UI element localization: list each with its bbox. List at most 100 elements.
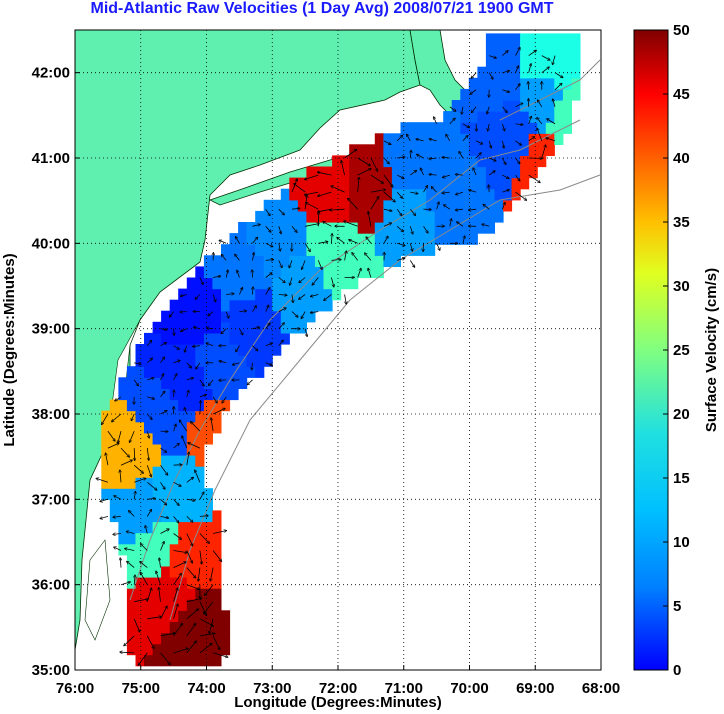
- velocity-arrow: [318, 191, 332, 196]
- velocity-cell: [400, 233, 410, 245]
- velocity-cell: [178, 410, 188, 423]
- velocity-cell: [238, 233, 248, 245]
- velocity-cell: [118, 399, 128, 412]
- velocity-arrow: [383, 140, 391, 144]
- velocity-cell: [178, 321, 188, 334]
- velocity-cell: [494, 177, 504, 190]
- velocity-cell: [169, 355, 179, 367]
- velocity-arrow: [456, 174, 463, 175]
- velocity-cell: [186, 510, 196, 523]
- velocity-cell: [152, 366, 162, 378]
- colorbar: [633, 29, 669, 671]
- velocity-cell: [443, 111, 453, 123]
- velocity-cell: [152, 632, 162, 645]
- velocity-arrow: [305, 224, 319, 227]
- velocity-cell: [391, 144, 401, 156]
- velocity-arrow: [473, 168, 477, 176]
- velocity-cell: [485, 166, 495, 179]
- velocity-cell: [186, 277, 196, 290]
- velocity-arrow: [541, 55, 550, 60]
- y-tick-label: 39:00: [32, 321, 70, 338]
- velocity-cell: [494, 166, 504, 179]
- velocity-cell: [169, 466, 179, 478]
- velocity-cell: [118, 421, 128, 434]
- velocity-cell: [161, 565, 171, 578]
- velocity-cell: [306, 166, 316, 179]
- velocity-cell: [485, 77, 495, 90]
- velocity-cell: [477, 210, 487, 223]
- velocity-cell: [409, 133, 419, 145]
- velocity-cell: [272, 344, 282, 356]
- velocity-cell: [545, 144, 555, 156]
- velocity-cell: [161, 621, 171, 634]
- velocity-arrow: [173, 444, 179, 449]
- velocity-arrow: [159, 558, 160, 568]
- velocity-cell: [229, 299, 239, 312]
- velocity-arrow: [199, 533, 209, 544]
- velocity-arrow: [173, 499, 179, 505]
- velocity-arrow: [184, 408, 188, 415]
- velocity-cell: [477, 111, 487, 123]
- velocity-cell: [280, 277, 290, 290]
- velocity-cell: [229, 377, 239, 389]
- velocity-cell: [366, 188, 376, 201]
- velocity-cell: [161, 510, 171, 523]
- velocity-cell: [409, 177, 419, 190]
- velocity-cell: [272, 244, 282, 256]
- velocity-cell: [186, 421, 196, 434]
- velocity-arrow: [471, 72, 477, 78]
- velocity-cell: [443, 122, 453, 134]
- velocity-cell: [297, 277, 307, 290]
- velocity-cell: [126, 577, 136, 589]
- velocity-cell: [366, 210, 376, 223]
- velocity-cell: [135, 455, 145, 467]
- velocity-arrow: [450, 219, 452, 227]
- velocity-cell: [263, 321, 273, 334]
- velocity-arrow: [173, 374, 177, 381]
- velocity-cell: [306, 288, 316, 301]
- velocity-cell: [280, 266, 290, 279]
- velocity-cell: [169, 321, 179, 334]
- velocity-arrow: [160, 447, 167, 452]
- velocity-arrow: [537, 128, 543, 142]
- velocity-cell: [460, 88, 470, 101]
- velocity-arrow: [140, 562, 148, 568]
- velocity-cell: [212, 321, 222, 334]
- velocity-arrow: [219, 380, 227, 381]
- velocity-cell: [161, 410, 171, 423]
- velocity-arrow: [120, 582, 130, 586]
- velocity-cell: [203, 321, 213, 334]
- velocity-cell: [434, 144, 444, 156]
- velocity-arrow: [106, 453, 109, 466]
- velocity-cell: [545, 77, 555, 90]
- velocity-cell: [323, 188, 333, 201]
- velocity-cell: [289, 244, 299, 256]
- velocity-cell: [135, 488, 145, 500]
- velocity-cell: [451, 210, 461, 223]
- velocity-cell: [460, 144, 470, 156]
- velocity-cell: [152, 510, 162, 523]
- velocity-arrow: [502, 190, 509, 193]
- velocity-arrow: [456, 191, 464, 194]
- velocity-cell: [545, 111, 555, 123]
- velocity-cell: [212, 621, 222, 634]
- velocity-arrow: [186, 624, 196, 637]
- velocity-cell: [537, 55, 547, 68]
- velocity-cell: [229, 355, 239, 367]
- velocity-cell: [186, 588, 196, 600]
- velocity-cell: [169, 421, 179, 434]
- velocity-cell: [169, 632, 179, 645]
- velocity-cell: [135, 577, 145, 589]
- velocity-arrow: [449, 106, 456, 111]
- velocity-cell: [503, 144, 513, 156]
- velocity-cell: [178, 499, 188, 511]
- velocity-cell: [451, 177, 461, 190]
- velocity-cell: [169, 388, 179, 401]
- velocity-cell: [178, 643, 188, 656]
- velocity-cell: [186, 388, 196, 401]
- velocity-arrow: [265, 273, 272, 278]
- velocity-arrow: [173, 345, 179, 350]
- velocity-cell: [332, 155, 342, 168]
- velocity-arrow: [236, 237, 240, 244]
- velocity-cell: [152, 410, 162, 423]
